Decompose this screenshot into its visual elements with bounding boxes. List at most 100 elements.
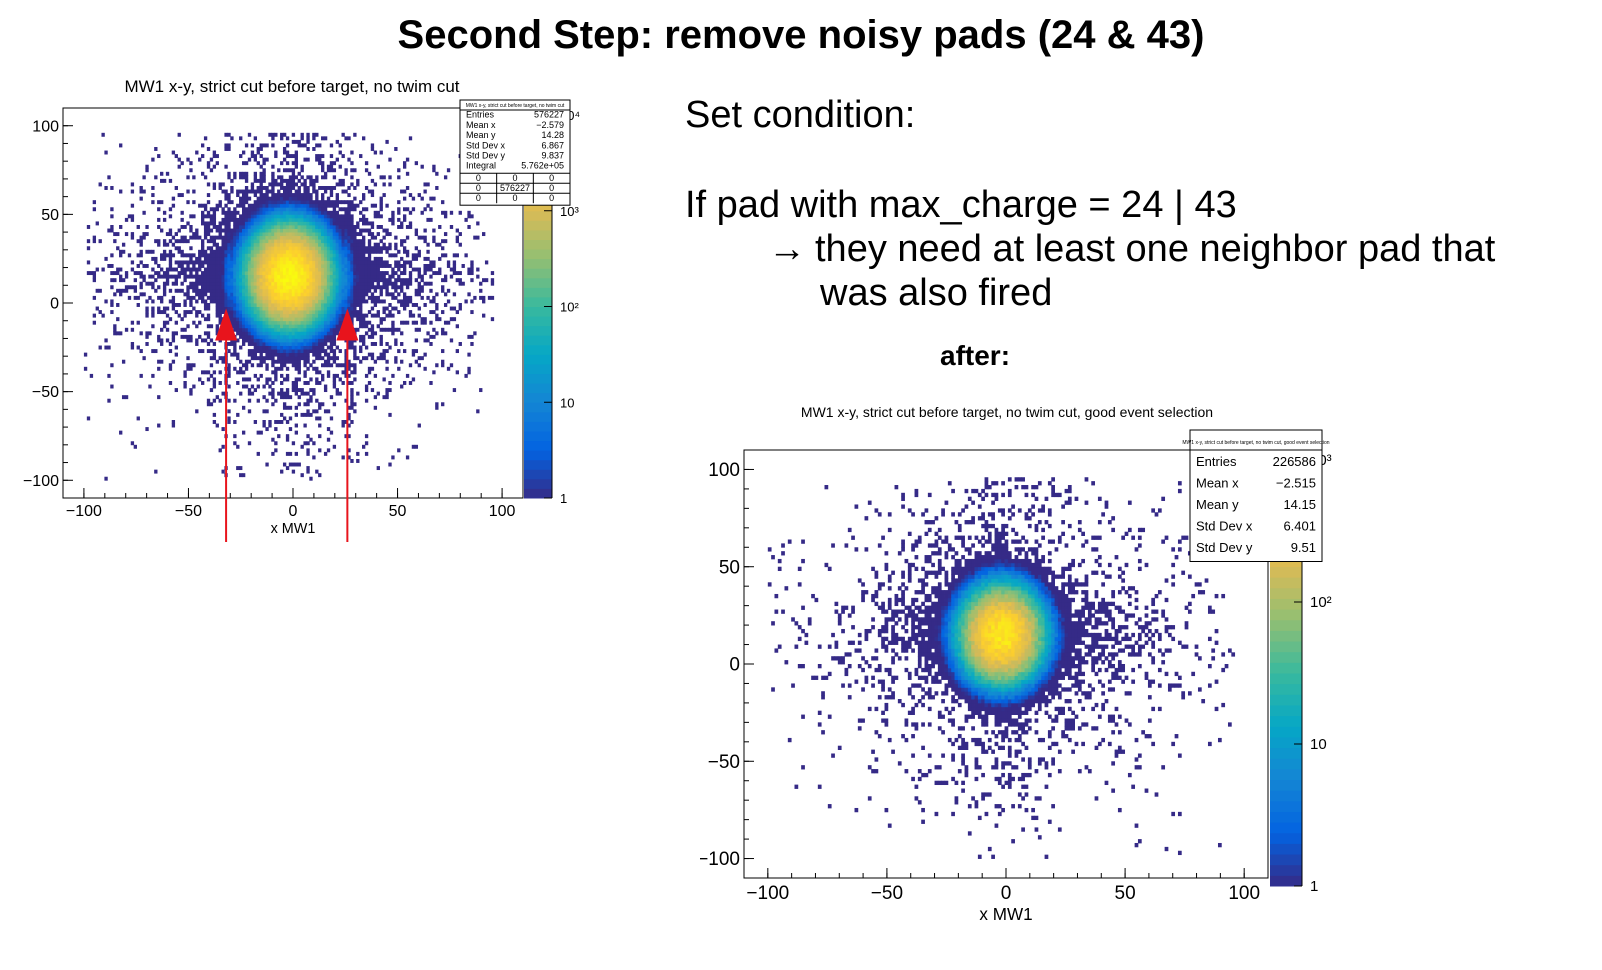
heatmap-cell <box>321 349 325 354</box>
heatmap-cell <box>241 285 246 290</box>
heatmap-cell <box>924 531 929 536</box>
heatmap-cell <box>901 574 905 579</box>
heatmap-cell <box>867 796 872 801</box>
heatmap-cell <box>362 320 366 325</box>
heatmap-cell <box>458 271 462 276</box>
heatmap-cell <box>470 264 474 268</box>
x-tick-label: −100 <box>66 503 102 520</box>
heatmap-cell <box>247 352 252 357</box>
heatmap-cell <box>277 221 281 226</box>
heatmap-cell <box>177 246 181 251</box>
heatmap-cell <box>432 295 436 300</box>
heatmap-cell <box>921 512 925 517</box>
heatmap-cell <box>934 675 939 680</box>
heatmap-cell <box>274 303 278 307</box>
heatmap-cell <box>834 656 839 661</box>
heatmap-cell <box>817 664 822 669</box>
heatmap-cell <box>429 288 433 293</box>
heatmap-cell <box>332 327 337 332</box>
heatmap-cell <box>344 398 348 403</box>
heatmap-cell <box>362 214 366 219</box>
heatmap-cell <box>841 683 845 688</box>
heatmap-cell <box>282 221 287 226</box>
heatmap-cell <box>397 168 401 173</box>
heatmap-cell <box>218 182 222 187</box>
heatmap-cell <box>104 345 108 350</box>
heatmap-cell <box>309 193 313 198</box>
colorbar-segment <box>524 363 552 375</box>
heatmap-cell <box>221 217 225 222</box>
heatmap-cell <box>338 292 342 297</box>
heatmap-cell <box>239 370 243 375</box>
heatmap-cell <box>306 271 310 276</box>
heatmap-cell <box>847 695 852 700</box>
heatmap-cell <box>303 193 307 198</box>
heatmap-cell <box>441 331 445 336</box>
heatmap-cell <box>356 232 360 237</box>
heatmap-cell <box>282 285 287 290</box>
heatmap-cell <box>110 363 114 368</box>
heatmap-cell <box>941 617 945 622</box>
heatmap-cell <box>937 605 942 610</box>
heatmap-cell <box>271 295 275 300</box>
heatmap-cell <box>259 235 263 240</box>
heatmap-cell <box>215 278 219 283</box>
heatmap-cell <box>376 267 380 272</box>
heatmap-cell <box>171 334 176 339</box>
heatmap-cell <box>274 373 278 378</box>
heatmap-cell <box>274 196 278 201</box>
heatmap-cell <box>951 679 955 684</box>
heatmap-cell <box>262 384 266 389</box>
heatmap-cell <box>221 189 225 194</box>
heatmap-cell <box>291 246 296 251</box>
heatmap-cell <box>268 334 272 339</box>
heatmap-cell <box>274 150 278 155</box>
heatmap-cell <box>934 652 939 657</box>
heatmap-cell <box>168 256 173 261</box>
heatmap-cell <box>326 235 331 240</box>
heatmap-cell <box>321 235 325 240</box>
heatmap-cell <box>907 687 912 692</box>
heatmap-cell <box>256 299 260 304</box>
heatmap-cell <box>288 306 293 311</box>
heatmap-cell <box>931 660 935 665</box>
heatmap-cell <box>186 324 190 329</box>
heatmap-cell <box>329 324 334 329</box>
heatmap-cell <box>274 313 278 318</box>
heatmap-cell <box>165 271 170 276</box>
heatmap-cell <box>215 331 219 336</box>
heatmap-cell <box>861 656 865 661</box>
heatmap-cell <box>250 267 255 272</box>
heatmap-cell <box>244 278 249 283</box>
heatmap-cell <box>951 621 955 626</box>
heatmap-cell <box>239 366 243 371</box>
heatmap-cell <box>458 210 462 215</box>
heatmap-cell <box>241 313 246 318</box>
heatmap-cell <box>121 242 126 247</box>
heatmap-cell <box>309 235 313 240</box>
heatmap-cell <box>934 625 939 630</box>
heatmap-cell <box>171 242 176 247</box>
heatmap-cell <box>288 303 293 307</box>
heatmap-cell <box>201 278 205 283</box>
heatmap-cell <box>218 303 222 307</box>
heatmap-cell <box>309 317 313 322</box>
heatmap-cell <box>124 232 129 237</box>
heatmap-cell <box>350 281 354 286</box>
heatmap-cell <box>244 334 249 339</box>
heatmap-cell <box>350 295 354 300</box>
heatmap-cell <box>944 593 949 599</box>
heatmap-cell <box>937 547 942 552</box>
heatmap-cell <box>370 193 375 198</box>
heatmap-cell <box>321 267 325 272</box>
heatmap-cell <box>186 157 190 162</box>
heatmap-cell <box>244 189 249 194</box>
heatmap-cell <box>230 200 234 205</box>
heatmap-cell <box>130 285 135 290</box>
heatmap-cell <box>388 274 392 279</box>
heatmap-cell <box>297 342 301 346</box>
heatmap-cell <box>206 331 211 336</box>
heatmap-cell <box>271 171 275 176</box>
heatmap-cell <box>294 366 298 371</box>
heatmap-cell <box>318 249 322 254</box>
